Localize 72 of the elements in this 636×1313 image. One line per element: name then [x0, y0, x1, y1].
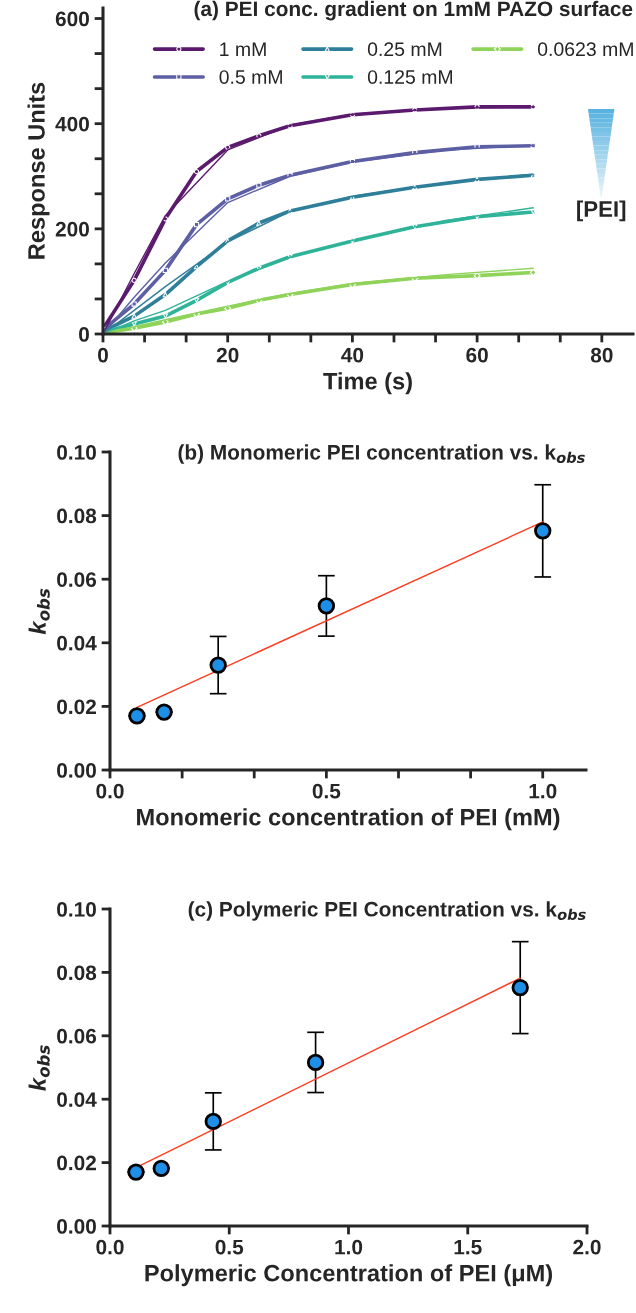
y-tick-label: 600: [55, 11, 89, 27]
x-tick-label: 0.0: [96, 1239, 124, 1255]
x-tick-label: 1.0: [529, 783, 557, 799]
legend-label: 1 mM: [220, 42, 266, 56]
x-tick-label: 40: [341, 347, 364, 363]
point: [530, 172, 536, 178]
x-tick-label: 20: [216, 347, 239, 363]
y-tick-label: 0.08: [57, 965, 97, 981]
point: [193, 264, 200, 270]
x-axis-title: Monomeric concentration of PEI (mM): [137, 808, 560, 831]
point: [209, 656, 227, 674]
point: [193, 222, 200, 228]
y-tick-label: 0.02: [57, 699, 96, 715]
x-axis-title: Time (s): [323, 372, 412, 395]
point: [530, 209, 536, 215]
point: [162, 267, 168, 273]
point: [256, 182, 262, 188]
chart-title: (b) Monomeric PEI concentration vs. k$_{obs}$: [178, 444, 585, 464]
x-tick-label: 2.0: [573, 1239, 601, 1255]
point: [511, 978, 529, 997]
y-tick-label: 0.10: [57, 445, 96, 460]
y-tick-label: 400: [55, 116, 89, 132]
point: [162, 291, 168, 298]
point: [193, 297, 200, 303]
y-tick-label: 0: [79, 327, 89, 342]
point: [534, 522, 552, 540]
point: [131, 321, 137, 327]
point: [256, 220, 262, 226]
y-axis-title: k$_{obs}$: [28, 1045, 50, 1091]
y-tick-label: 0.04: [57, 1092, 97, 1107]
y-tick-label: 0.00: [57, 763, 96, 778]
legend-label: 0.0623 mM: [537, 42, 633, 57]
point: [128, 707, 146, 725]
y-tick-label: 0.04: [57, 635, 97, 651]
point: [131, 313, 137, 319]
legend-label: 0.5 mM: [219, 70, 282, 84]
chart-title: (a) PEI conc. gradient on 1mM PAZO surface: [194, 0, 633, 21]
x-tick-label: 60: [466, 347, 488, 363]
y-tick-label: 0.08: [57, 508, 97, 524]
point: [127, 1163, 145, 1181]
x-tick-label: 80: [590, 347, 613, 363]
point: [225, 144, 231, 150]
y-tick-label: 0.00: [57, 1219, 96, 1234]
x-tick-label: 0.5: [312, 783, 341, 799]
y-axis-title: k$_{obs}$: [28, 588, 50, 635]
x-tick-label: 0.0: [96, 783, 124, 799]
point: [131, 301, 137, 307]
point: [225, 196, 231, 202]
x-tick-label: 1.0: [335, 1239, 363, 1255]
y-tick-label: 0.02: [57, 1155, 96, 1171]
legend-label: 0.125 mM: [367, 70, 452, 84]
y-tick-label: 0.06: [57, 572, 97, 587]
chart-title: (c) Polymeric PEI Concentration vs. k$_{obs}$: [188, 901, 586, 921]
y-axis-title: Response Units: [27, 82, 50, 259]
point: [317, 597, 336, 615]
point: [306, 1053, 325, 1072]
point: [193, 168, 200, 175]
point: [131, 277, 137, 283]
point: [155, 703, 173, 721]
point: [204, 1112, 222, 1131]
x-tick-label: 1.5: [454, 1239, 482, 1255]
y-tick-label: 0.10: [57, 902, 96, 917]
x-tick-label: 0.5: [215, 1239, 244, 1255]
point: [529, 269, 537, 276]
legend-label: 0.25 mM: [367, 42, 442, 57]
y-tick-label: 200: [55, 221, 89, 237]
y-tick-label: 0.06: [57, 1028, 97, 1044]
x-axis-title: Polymeric Concentration of PEI (μM): [145, 1264, 552, 1287]
point: [349, 194, 356, 200]
x-tick-label: 0: [98, 347, 108, 363]
annotation: [PEI]: [577, 200, 626, 222]
point: [152, 1159, 170, 1177]
